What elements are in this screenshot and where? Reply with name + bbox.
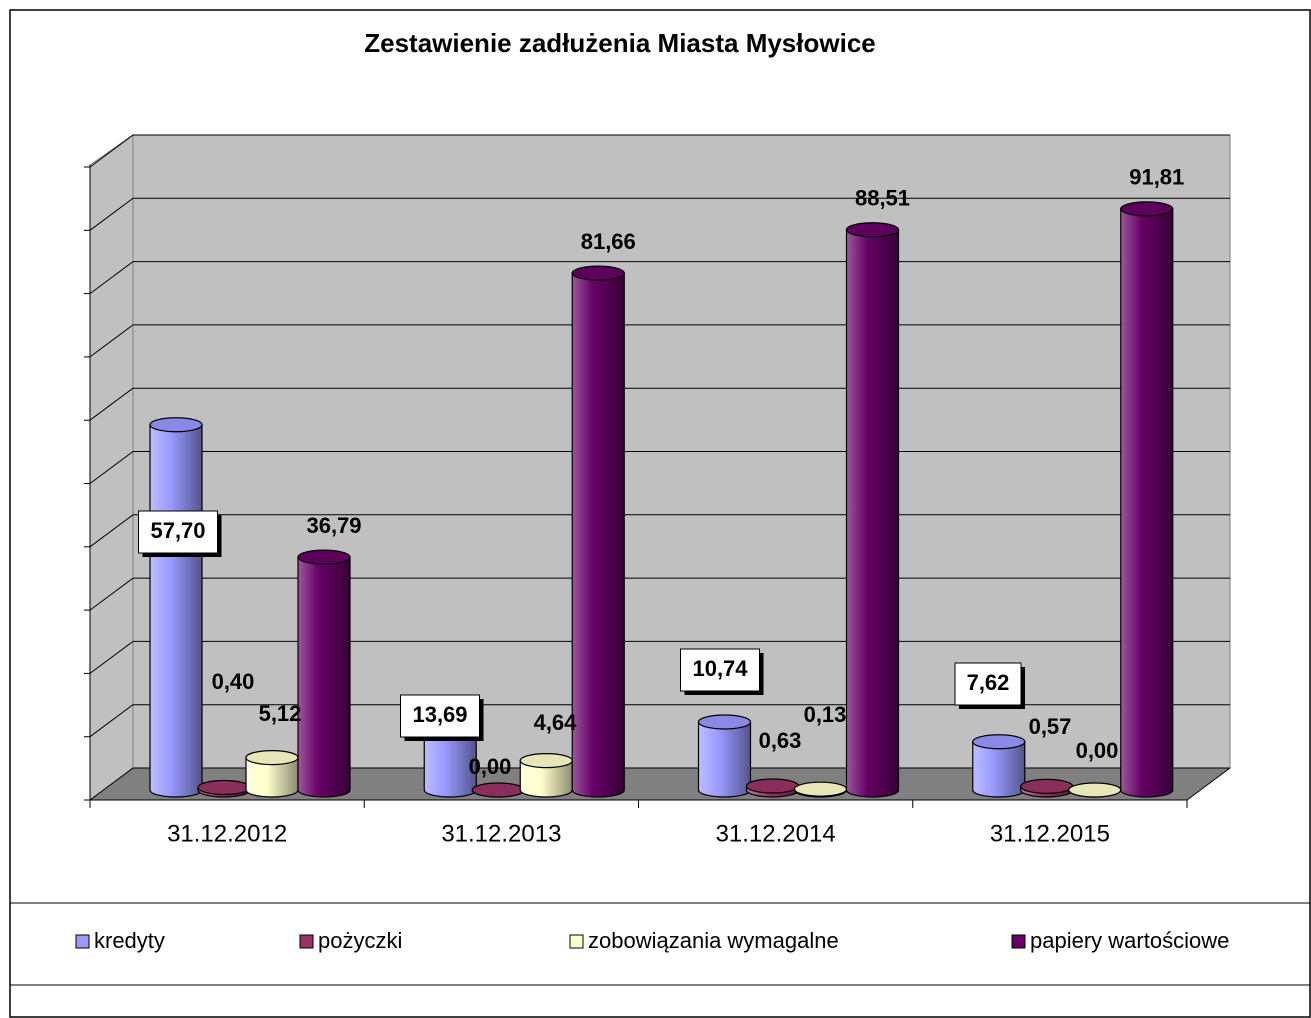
grid-line: [89, 704, 134, 738]
label-box: [138, 510, 218, 554]
floor: [90, 768, 1230, 800]
bar: [297, 549, 351, 798]
legend-swatch: [299, 934, 314, 949]
data-label: 91,81: [1129, 165, 1184, 190]
bar-top: [519, 753, 573, 769]
data-label: 0,40: [212, 669, 255, 694]
data-label: 13,69: [412, 702, 467, 727]
bar-top: [197, 779, 251, 796]
data-label: 88,51: [855, 186, 910, 211]
data-label: 0,00: [1076, 738, 1119, 763]
label-box: [680, 648, 760, 692]
legend-label: kredyty: [94, 928, 165, 953]
bar-top: [1020, 778, 1074, 794]
grid-line: [89, 197, 134, 231]
bar: [471, 782, 525, 798]
data-label: 4,64: [534, 710, 578, 735]
bar: [972, 734, 1026, 798]
grid-line: [89, 577, 134, 611]
data-label: 0,13: [804, 702, 847, 727]
data-label: 0,57: [1029, 714, 1072, 739]
bar: [745, 778, 800, 798]
grid-line: [89, 767, 134, 801]
bar-top: [793, 781, 848, 797]
bar-body: [571, 272, 625, 798]
bar-body: [972, 741, 1026, 798]
grid-line: [89, 261, 134, 295]
bar-body: [149, 424, 203, 798]
bar-top: [972, 734, 1026, 750]
grid-line: [89, 134, 134, 168]
bar: [1068, 782, 1122, 798]
bar-body: [297, 556, 351, 798]
bar: [149, 417, 203, 798]
bar-body: [519, 760, 573, 798]
data-label: 36,79: [306, 513, 361, 538]
grid-line: [89, 387, 134, 421]
chart-title: Zestawienie zadłużenia Miasta Mysłowice: [364, 28, 876, 58]
bar-body: [1120, 208, 1174, 798]
data-label: 81,66: [581, 229, 636, 254]
data-label: 0,63: [759, 728, 802, 753]
bar-body: [697, 721, 752, 798]
bar-body: [845, 229, 900, 798]
x-tick-label: 31.12.2012: [167, 820, 287, 847]
data-label: 10,74: [692, 656, 748, 681]
grid-line: [89, 324, 134, 358]
grid-line: [89, 514, 134, 548]
legend-label: pożyczki: [318, 928, 402, 953]
data-label: 7,62: [967, 670, 1010, 695]
grid-line: [89, 640, 134, 674]
legend-label: papiery wartościowe: [1030, 928, 1229, 953]
bar: [197, 779, 251, 798]
grid-line: [89, 451, 134, 484]
bar-top: [571, 265, 625, 281]
bar: [697, 714, 752, 798]
data-label: 5,12: [259, 701, 302, 726]
bar-top: [845, 222, 900, 238]
legend-label: zobowiązania wymagalne: [588, 928, 839, 953]
bar: [845, 222, 900, 798]
legend-swatch: [569, 934, 584, 949]
bar-top: [297, 549, 351, 565]
x-tick-label: 31.12.2013: [441, 820, 561, 847]
bar: [245, 749, 299, 798]
bar: [571, 265, 625, 798]
label-box: [954, 662, 1022, 706]
x-tick-label: 31.12.2015: [990, 820, 1110, 847]
bar: [1120, 201, 1174, 798]
x-tick-label: 31.12.2014: [716, 820, 836, 847]
bar: [1020, 778, 1074, 798]
bar-top: [745, 778, 800, 794]
bar: [519, 753, 573, 798]
legend-swatch: [1011, 934, 1026, 949]
bar-top: [149, 417, 203, 433]
bar-body: [245, 756, 299, 798]
bar-top: [1120, 201, 1174, 217]
bar: [793, 781, 848, 798]
data-label: 0,00: [469, 754, 512, 779]
label-box: [400, 694, 480, 738]
bar-top: [245, 749, 299, 766]
bar-top: [697, 714, 752, 730]
bar-top: [471, 782, 525, 798]
bar-top: [1068, 782, 1122, 798]
floor-edge: [1186, 767, 1231, 801]
data-label: 57,70: [150, 518, 205, 543]
legend-swatch: [75, 934, 90, 949]
